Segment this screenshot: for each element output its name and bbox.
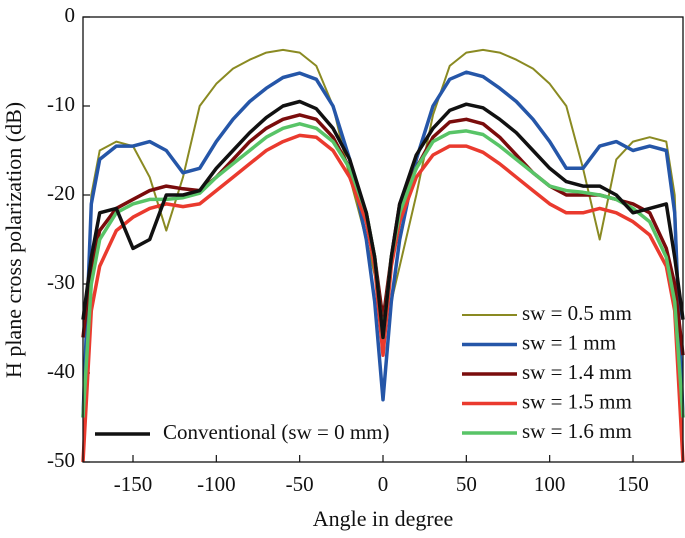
series-line — [81, 113, 685, 356]
series-line — [81, 133, 685, 463]
plot-frame — [82, 16, 684, 463]
legend-label: sw = 0.5 mm — [522, 301, 632, 325]
x-tick-label: 100 — [534, 472, 566, 496]
y-axis-title: H plane cross polarization (dB) — [1, 102, 26, 378]
x-tick-label: -150 — [114, 472, 153, 496]
x-tick-label: 0 — [378, 472, 389, 496]
legend-label: sw = 1.6 mm — [522, 419, 632, 443]
legend-label: sw = 1.5 mm — [522, 389, 632, 413]
y-tick-label: -30 — [47, 270, 75, 294]
y-tick-label: -40 — [47, 359, 75, 383]
x-tick-label: -100 — [197, 472, 236, 496]
x-axis-title: Angle in degree — [313, 506, 454, 531]
y-tick-label: -50 — [47, 448, 75, 472]
legend-label: sw = 1.4 mm — [522, 360, 632, 384]
y-tick-label: 0 — [65, 3, 76, 27]
x-tick-label: -50 — [286, 472, 314, 496]
y-tick-label: -20 — [47, 181, 75, 205]
x-tick-label: 150 — [617, 472, 649, 496]
legend-label: sw = 1 mm — [522, 330, 616, 354]
y-tick-label: -10 — [47, 92, 75, 116]
series-line — [81, 70, 685, 418]
series-line — [81, 99, 685, 340]
x-tick-label: 50 — [456, 472, 477, 496]
legend-label: Conventional (sw = 0 mm) — [163, 420, 390, 444]
